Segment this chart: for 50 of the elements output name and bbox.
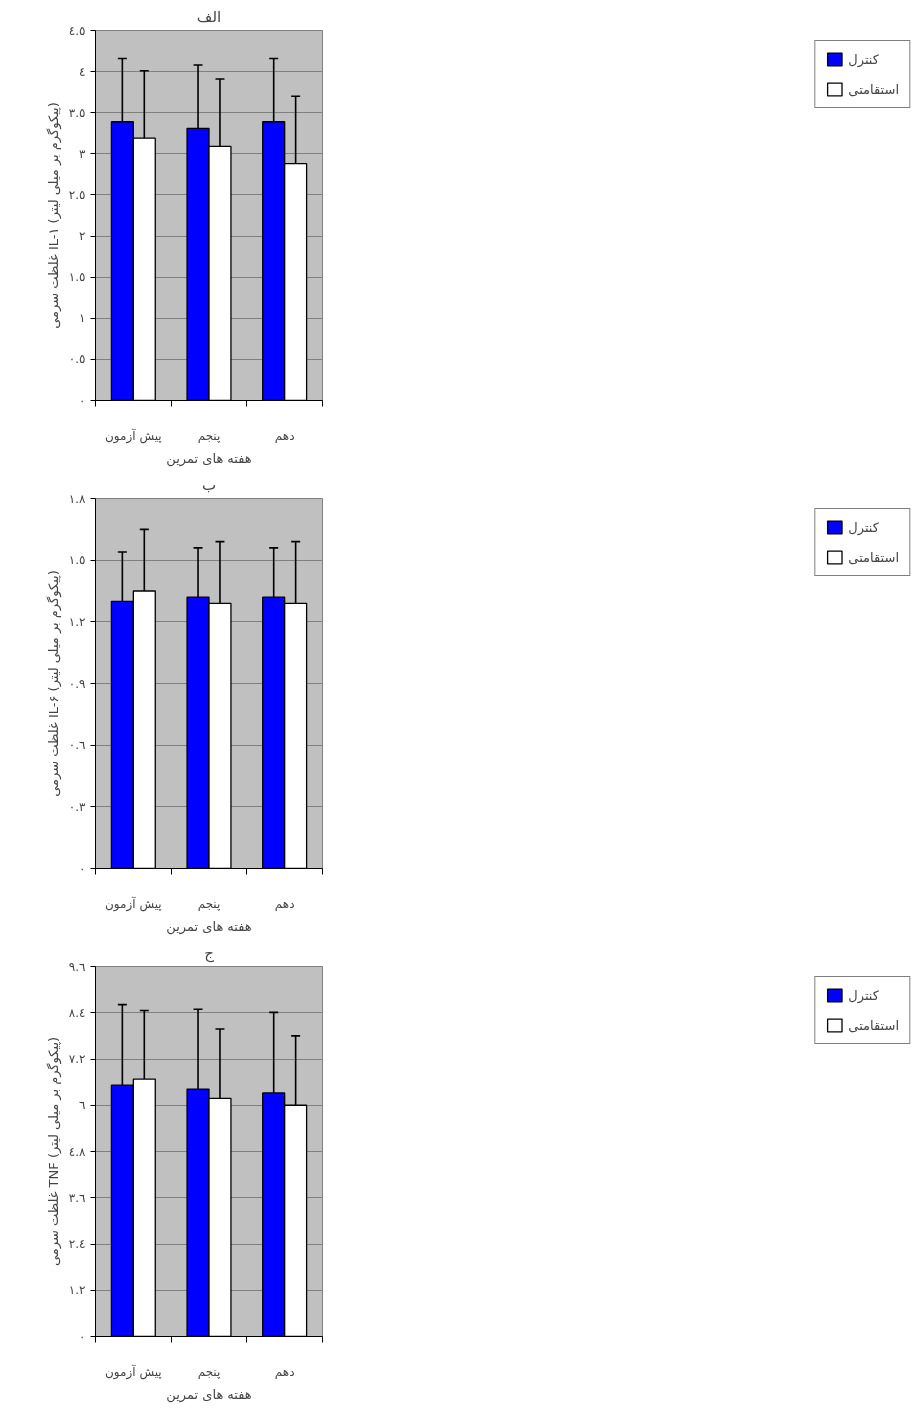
y-tick-label: ٤.٥ (68, 23, 86, 38)
x-tick-label: پنجم (197, 1364, 221, 1379)
y-tick-label: ٠ (79, 861, 86, 876)
chart-title: الف (196, 7, 222, 26)
y-tick-label: ٧.٢ (68, 1052, 86, 1066)
legend-label: کنترل (848, 51, 879, 67)
x-tick-label: پیش آزمون (105, 427, 162, 444)
x-tick-label: دهم (274, 428, 295, 443)
y-tick-label: ٨.٤ (68, 1005, 86, 1020)
y-tick-label: ٣ (79, 146, 87, 161)
chart-title: ج (204, 943, 215, 963)
x-tick-label: پیش آزمون (105, 1363, 162, 1380)
y-tick-label: ٠.٦ (68, 738, 86, 753)
y-tick-label: ٩.٦ (68, 959, 86, 974)
y-axis-title: غلظت سرمی IL-۶ (پیکوگرم بر میلی لیتر) (45, 570, 62, 797)
y-tick-label: ٦ (79, 1098, 86, 1113)
legend-label: کنترل (848, 987, 879, 1003)
y-tick-label: ١.٥ (68, 553, 86, 568)
x-axis-title: هفته های تمرین (166, 918, 252, 935)
x-axis-title: هفته های تمرین (166, 1386, 252, 1403)
y-tick-label: ٠.٣ (68, 799, 87, 814)
y-axis-title: غلظت سرمی TNF (پیکوگرم بر میلی لیتر) (45, 1036, 62, 1267)
y-tick-label: ١.٨ (68, 491, 87, 506)
legend-label: کنترل (848, 519, 879, 535)
x-tick-label: دهم (274, 1364, 295, 1379)
chart-title: ب (201, 475, 217, 494)
y-tick-label: ٠ (79, 393, 86, 408)
x-tick-label: دهم (274, 896, 295, 911)
y-tick-label: ٣.٥ (68, 105, 86, 120)
legend-label: استقامتی (848, 81, 899, 97)
y-tick-label: ٠.٥ (68, 352, 86, 367)
y-tick-label: ١.٥ (68, 270, 86, 285)
x-tick-label: پنجم (197, 428, 221, 443)
y-tick-label: ١.٢ (68, 614, 86, 629)
x-tick-label: پنجم (197, 896, 221, 911)
y-tick-label: ٢.٥ (68, 187, 86, 202)
y-tick-label: ٢.٤ (68, 1237, 86, 1251)
y-tick-label: ٠ (79, 1329, 86, 1344)
y-tick-label: ١.٢ (68, 1283, 86, 1298)
legend-label: استقامتی (848, 1017, 899, 1033)
y-tick-label: ٢ (79, 229, 86, 244)
y-tick-label: ١ (79, 311, 86, 326)
y-tick-label: ٤ (79, 64, 86, 79)
legend-label: استقامتی (848, 549, 899, 565)
y-axis-title: غلظت سرمی IL-۱ (پیکوگرم بر میلی لیتر) (45, 102, 62, 329)
y-tick-label: ٤.٨ (68, 1144, 87, 1159)
x-tick-label: پیش آزمون (105, 895, 162, 912)
y-tick-label: ٠.٩ (68, 676, 86, 691)
x-axis-title: هفته های تمرین (166, 450, 252, 467)
y-tick-label: ٣.٦ (68, 1190, 86, 1205)
